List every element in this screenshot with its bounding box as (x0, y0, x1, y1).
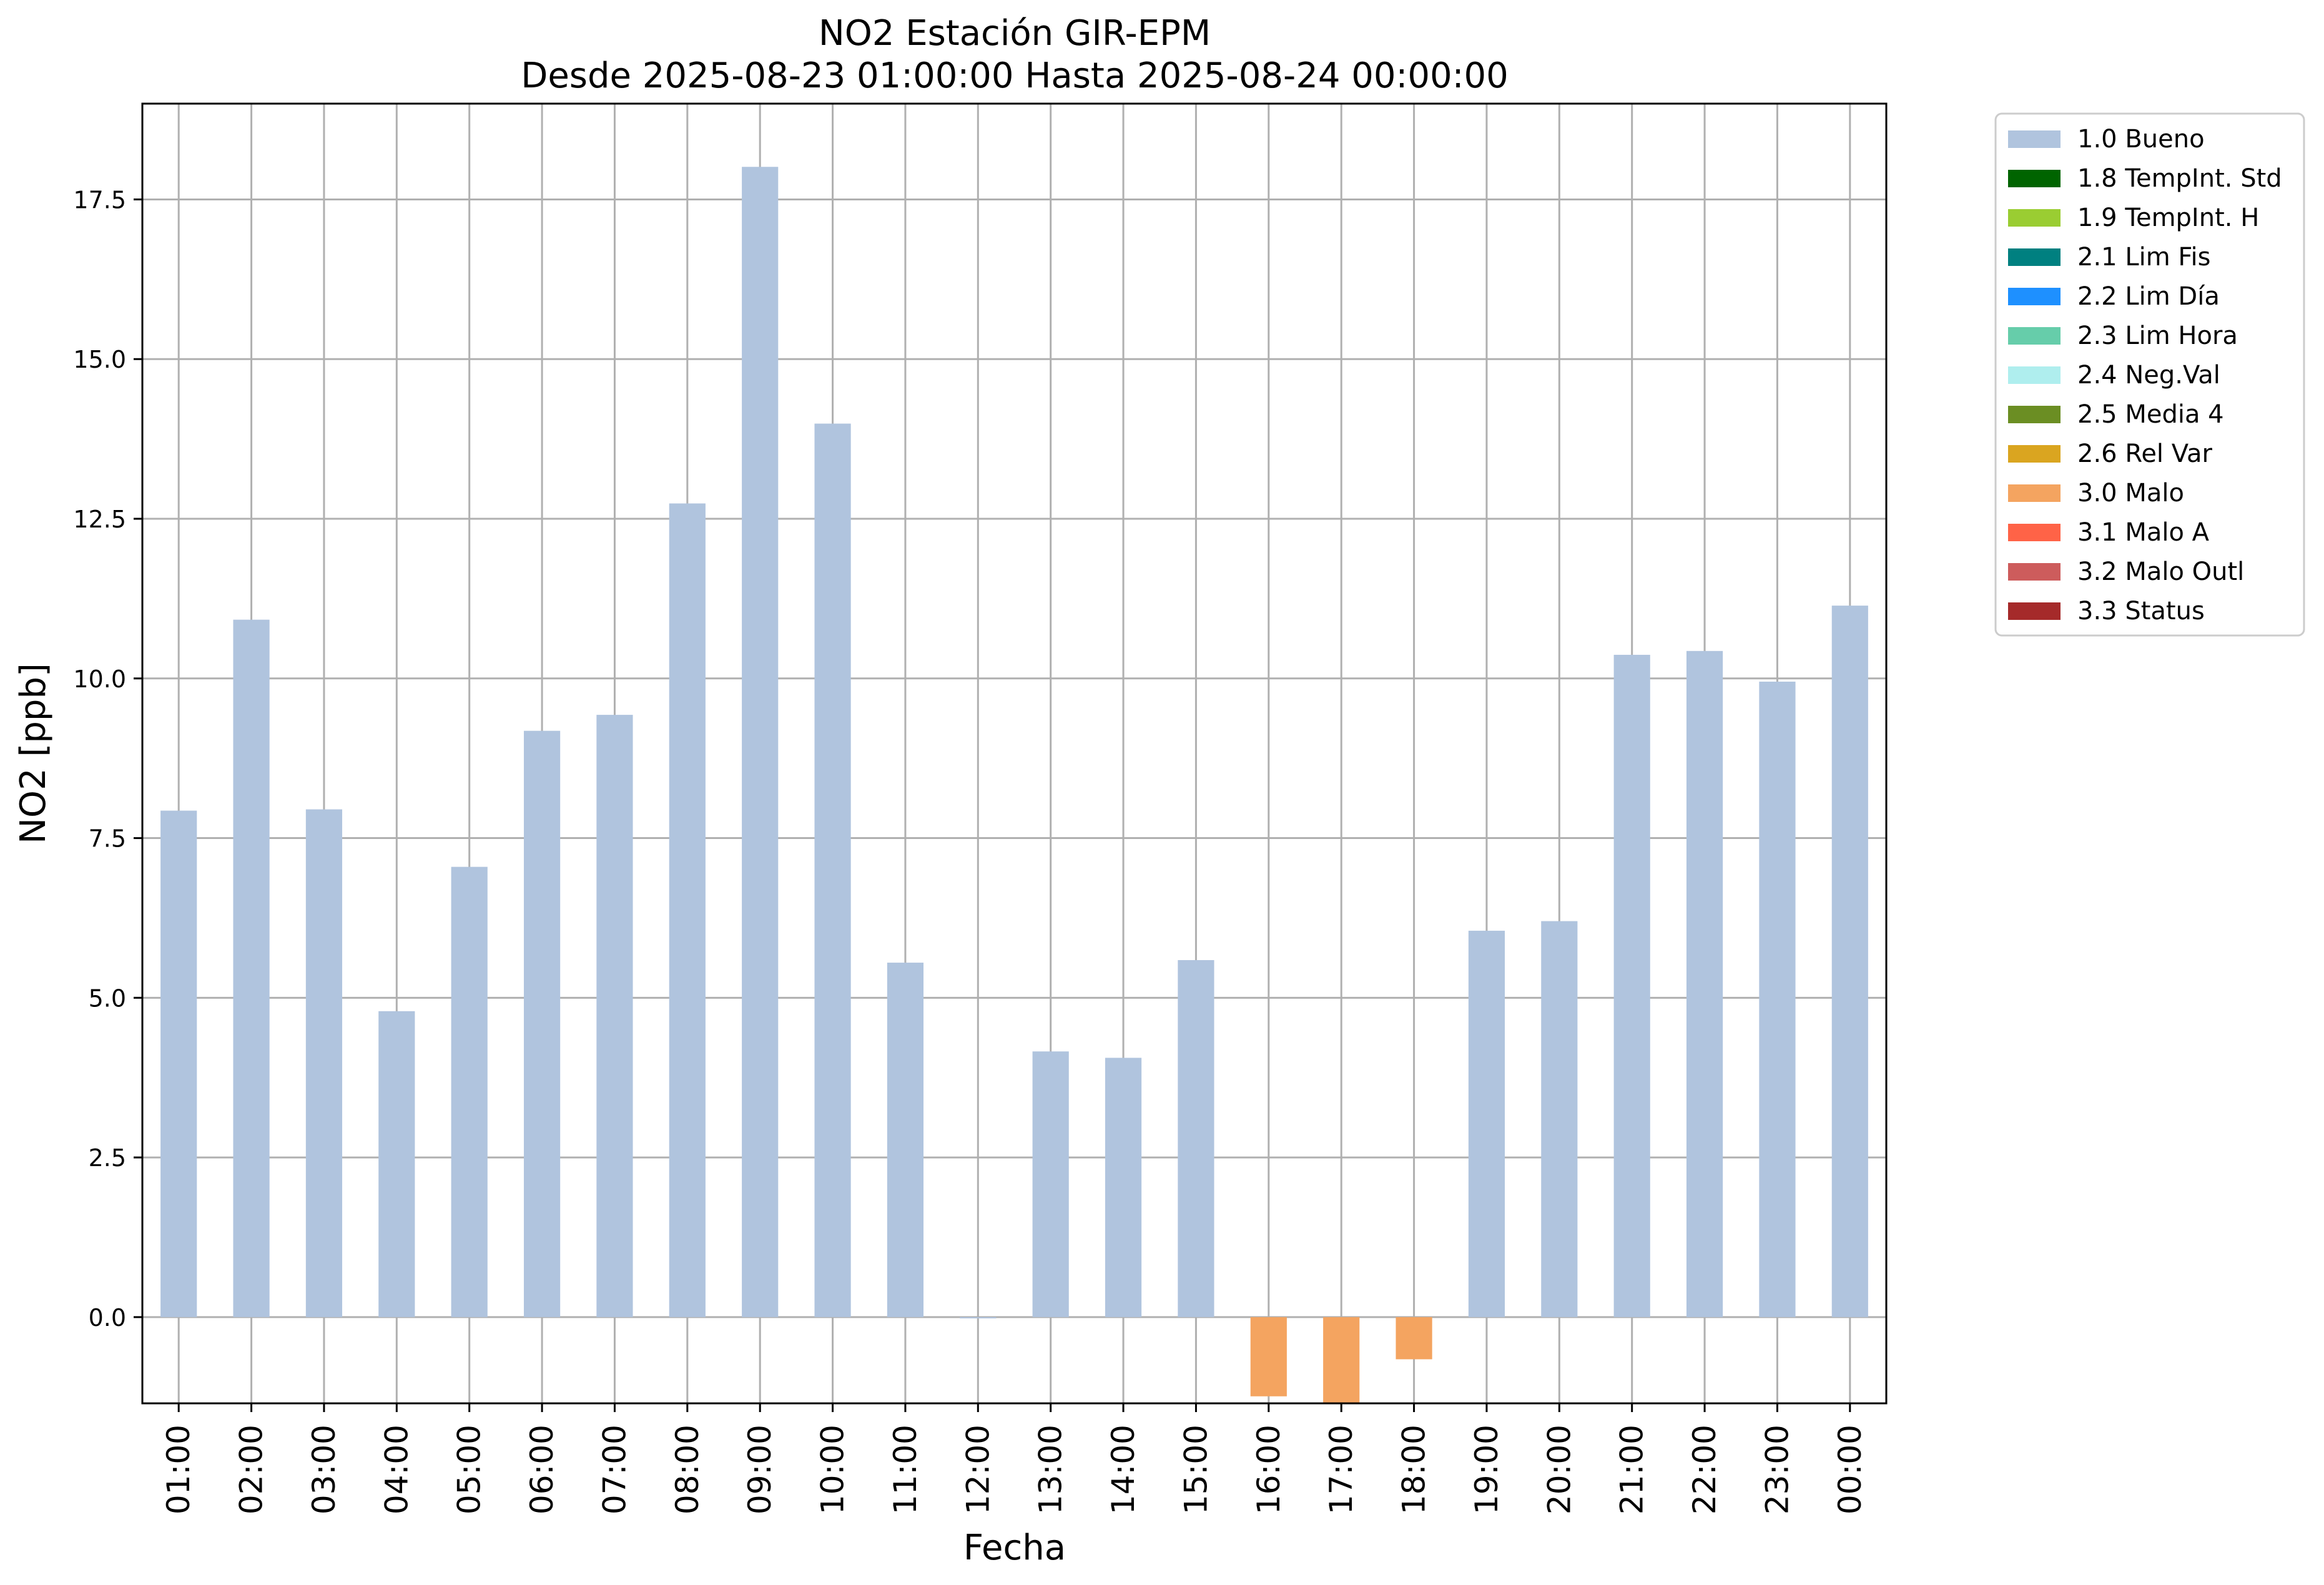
x-tick-label: 06:00 (524, 1425, 560, 1514)
x-tick-label: 12:00 (960, 1425, 996, 1514)
y-tick-label: 10.0 (73, 665, 126, 693)
legend-label: 3.2 Malo Outl (2077, 557, 2244, 586)
x-tick-label: 23:00 (1759, 1425, 1795, 1514)
x-tick-label: 15:00 (1178, 1425, 1214, 1514)
y-tick-label: 2.5 (89, 1144, 126, 1172)
x-tick-label: 17:00 (1323, 1425, 1359, 1514)
bar-1900 (1468, 930, 1505, 1317)
bar-1000 (814, 423, 851, 1317)
x-axis-label: Fecha (963, 1528, 1066, 1568)
legend: 1.0 Bueno 1.8 TempInt. Std 1.9 TempInt. H 2… (1994, 112, 2305, 637)
x-tick-label: 03:00 (306, 1425, 342, 1514)
legend-frame (1994, 112, 2305, 637)
x-tick-label: 08:00 (669, 1425, 706, 1514)
bar-2100 (1613, 654, 1650, 1317)
bar-2200 (1686, 650, 1723, 1317)
bar-0300 (305, 809, 343, 1317)
bar-0400 (378, 1011, 415, 1317)
bar-1400 (1105, 1057, 1142, 1317)
legend-label: 3.3 Status (2077, 597, 2205, 626)
y-tick-label: 0.0 (89, 1304, 126, 1332)
bar-1700 (1323, 1317, 1360, 1403)
y-tick-label: 17.5 (73, 186, 126, 213)
x-tick-label: 18:00 (1396, 1425, 1432, 1514)
legend-label: 2.5 Media 4 (2077, 400, 2224, 429)
bar-0200 (233, 619, 270, 1317)
y-tick-label: 7.5 (89, 825, 126, 853)
x-tick-label: 10:00 (815, 1425, 851, 1514)
chart-subtitle: Desde 2025-08-23 01:00:00 Hasta 2025-08-… (521, 56, 1509, 96)
legend-swatch (2008, 130, 2061, 148)
y-axis-ticks: 0.0 2.5 5.0 7.5 10.0 12.5 15.0 17.5 (73, 186, 142, 1332)
y-axis-label: NO2 [ppb] (13, 663, 54, 844)
bar-0900 (742, 167, 779, 1317)
bar-1300 (1032, 1051, 1069, 1317)
legend-swatch (2008, 484, 2061, 502)
bar-2300 (1759, 681, 1796, 1317)
legend-label: 2.4 Neg.Val (2077, 361, 2220, 390)
bar-0800 (669, 503, 706, 1317)
legend-swatch (2008, 288, 2061, 305)
legend-swatch (2008, 327, 2061, 345)
bar-0100 (160, 810, 197, 1317)
bars (160, 167, 1868, 1403)
bar-1100 (887, 963, 924, 1317)
bar-1200 (960, 1317, 997, 1318)
x-tick-label: 07:00 (596, 1425, 633, 1514)
x-tick-label: 02:00 (234, 1425, 270, 1514)
bar-1500 (1178, 959, 1214, 1317)
legend-swatch (2008, 563, 2061, 581)
x-axis-ticks: 01:00 02:00 03:00 04:00 05:00 06:00 07:00 08:00… (160, 1403, 1868, 1514)
legend-label: 2.1 Lim Fis (2077, 243, 2210, 272)
bar-0000 (1831, 606, 1868, 1317)
x-tick-label: 01:00 (160, 1425, 197, 1514)
bar-1600 (1250, 1317, 1287, 1396)
legend-label: 1.9 TempInt. H (2077, 204, 2259, 232)
legend-swatch (2008, 524, 2061, 541)
bar-0700 (596, 715, 633, 1317)
x-tick-label: 14:00 (1105, 1425, 1141, 1514)
legend-label: 3.1 Malo A (2077, 518, 2210, 547)
bar-0500 (451, 866, 488, 1317)
legend-label: 3.0 Malo (2077, 479, 2184, 508)
bar-1800 (1396, 1317, 1432, 1360)
legend-swatch (2008, 366, 2061, 384)
bar-0600 (523, 730, 561, 1317)
chart-title: NO2 Estación GIR-EPM (819, 13, 1211, 54)
x-tick-label: 04:00 (378, 1425, 415, 1514)
x-tick-label: 22:00 (1686, 1425, 1723, 1514)
legend-label: 2.3 Lim Hora (2077, 321, 2238, 350)
x-tick-label: 13:00 (1033, 1425, 1069, 1514)
legend-swatch (2008, 170, 2061, 187)
legend-label: 2.2 Lim Día (2077, 282, 2220, 311)
legend-swatch (2008, 445, 2061, 463)
bar-2000 (1541, 921, 1578, 1317)
x-tick-label: 09:00 (742, 1425, 778, 1514)
x-tick-label: 16:00 (1251, 1425, 1287, 1514)
x-tick-label: 20:00 (1541, 1425, 1577, 1514)
legend-swatch (2008, 602, 2061, 620)
x-tick-label: 05:00 (451, 1425, 488, 1514)
legend-swatch (2008, 248, 2061, 266)
y-tick-label: 5.0 (89, 984, 126, 1012)
legend-swatch (2008, 209, 2061, 227)
y-tick-label: 15.0 (73, 346, 126, 373)
legend-label: 1.0 Bueno (2077, 125, 2205, 154)
x-tick-label: 21:00 (1614, 1425, 1650, 1514)
y-tick-label: 12.5 (73, 506, 126, 533)
x-tick-label: 11:00 (887, 1425, 923, 1514)
plot-frame (141, 102, 1888, 1405)
x-tick-label: 19:00 (1469, 1425, 1505, 1514)
x-tick-label: 00:00 (1832, 1425, 1868, 1514)
legend-label: 1.8 TempInt. Std (2077, 164, 2282, 193)
legend-label: 2.6 Rel Var (2077, 439, 2213, 468)
legend-swatch (2008, 406, 2061, 423)
